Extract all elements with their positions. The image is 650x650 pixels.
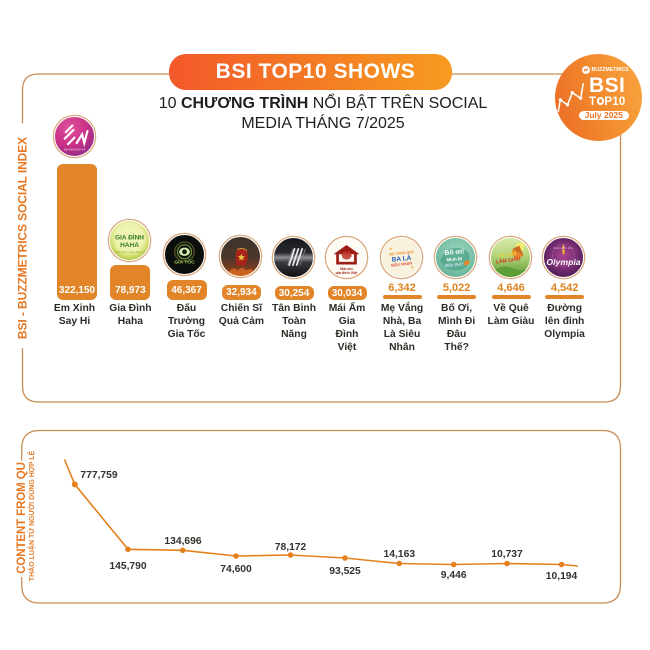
svg-text:HAHA: HAHA — [120, 242, 139, 249]
svg-text:EM XINH SAY HI: EM XINH SAY HI — [64, 147, 86, 151]
svg-text:GIA ĐÌNH: GIA ĐÌNH — [115, 232, 144, 241]
svg-text:GIA TỐC: GIA TỐC — [174, 258, 195, 265]
svg-text:gia đình Việt: gia đình Việt — [335, 270, 358, 274]
svg-text:MẸ VẮNG NHÀ: MẸ VẮNG NHÀ — [389, 249, 414, 257]
svg-text:Mái ấm: Mái ấm — [340, 267, 353, 271]
svg-text:BA LÀ: BA LÀ — [391, 252, 412, 263]
svg-text:Đâu thế?: Đâu thế? — [445, 261, 464, 268]
svg-text:LÀM GIÀU: LÀM GIÀU — [495, 255, 521, 265]
svg-text:Mình Đi: Mình Đi — [447, 256, 463, 262]
svg-text:Bố ơi!: Bố ơi! — [445, 247, 465, 257]
svg-text:nhày cạnh nhau thật vui: nhày cạnh nhau thật vui — [114, 250, 146, 254]
svg-text:VỀ QUÊ: VỀ QUÊ — [497, 249, 517, 260]
svg-text:Olympia: Olympia — [547, 257, 581, 267]
svg-text:SIÊU NHÂN: SIÊU NHÂN — [390, 260, 412, 267]
svg-text:Đường lên đỉnh: Đường lên đỉnh — [554, 246, 574, 250]
